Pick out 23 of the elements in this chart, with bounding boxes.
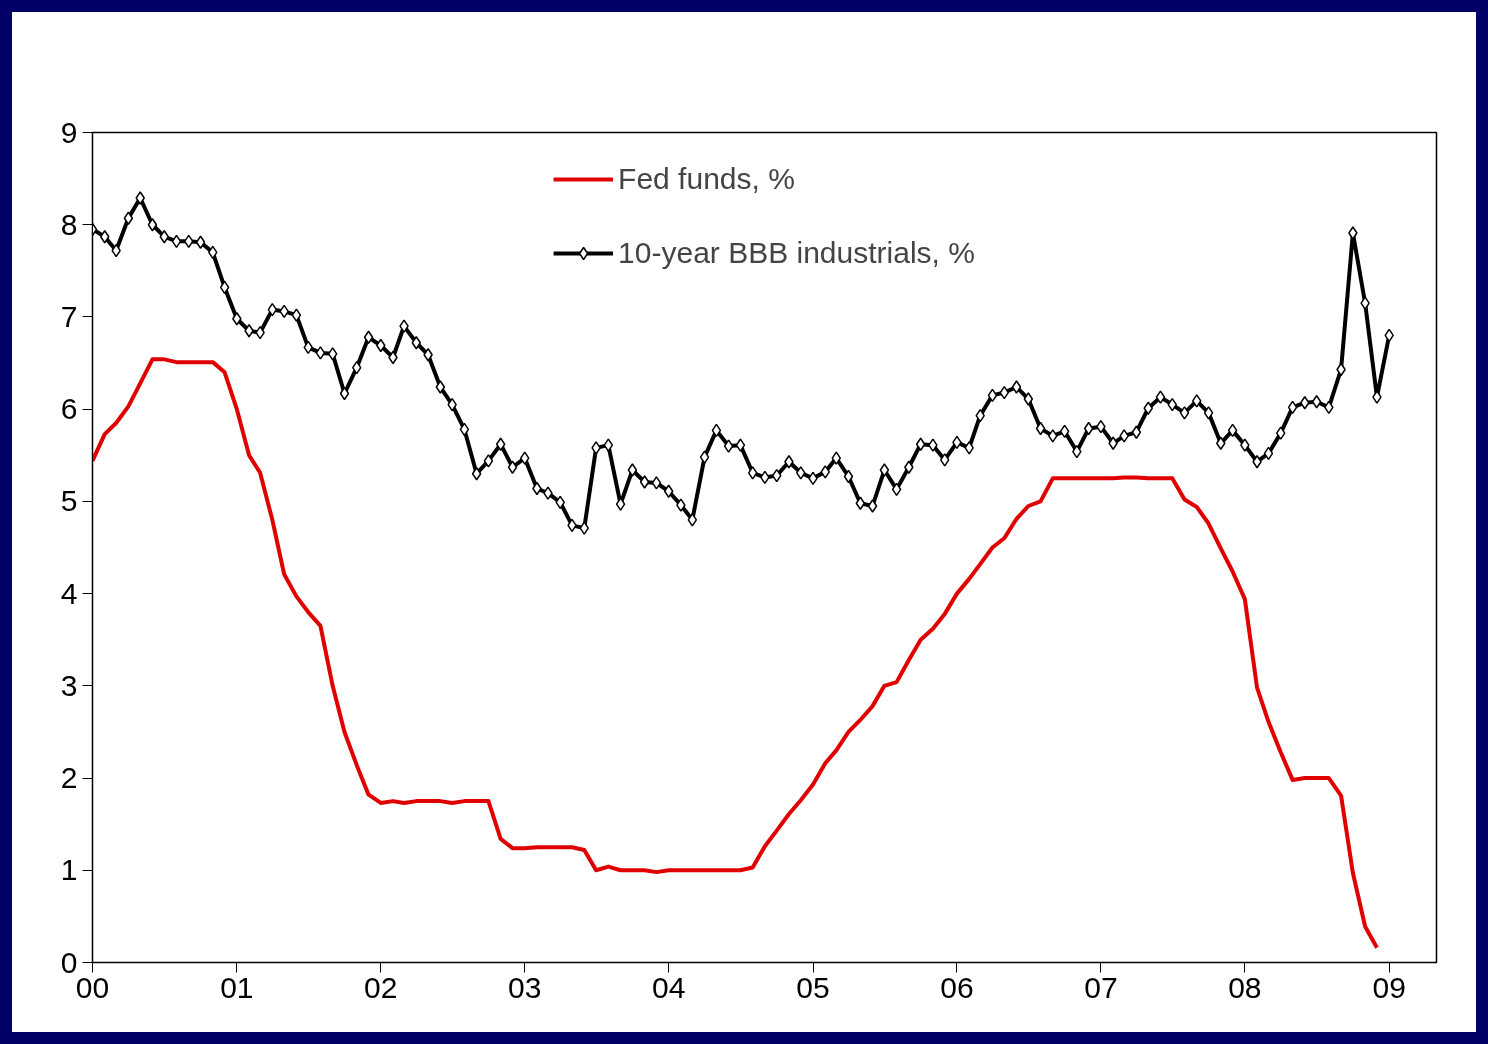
y-tick-label: 0 xyxy=(60,945,78,979)
y-tick-label: 2 xyxy=(60,761,78,795)
x-tick-label: 07 xyxy=(1084,970,1118,1004)
x-tick-label: 03 xyxy=(508,970,542,1004)
y-tick-label: 4 xyxy=(60,576,78,610)
x-tick-label: 00 xyxy=(75,970,110,1004)
y-tick-label: 6 xyxy=(60,392,78,426)
line-series xyxy=(92,357,1379,950)
y-tick-label: 1 xyxy=(60,853,78,887)
y-tick-label: 3 xyxy=(60,668,78,702)
y-tick-label: 7 xyxy=(60,299,78,333)
legend-label: 10-year BBB industrials, % xyxy=(618,236,975,270)
x-tick-label: 02 xyxy=(364,970,398,1004)
x-tick-label: 08 xyxy=(1228,970,1262,1004)
x-tick-label: 04 xyxy=(651,970,686,1004)
y-tick-label: 9 xyxy=(60,115,78,149)
x-tick-label: 05 xyxy=(796,970,830,1004)
y-tick-label: 8 xyxy=(60,207,78,241)
x-tick-label: 01 xyxy=(220,970,254,1004)
y-tick-label: 5 xyxy=(60,484,78,518)
x-tick-label: 09 xyxy=(1372,970,1406,1004)
legend-label: Fed funds, % xyxy=(618,162,795,196)
x-tick-label: 06 xyxy=(940,970,974,1004)
